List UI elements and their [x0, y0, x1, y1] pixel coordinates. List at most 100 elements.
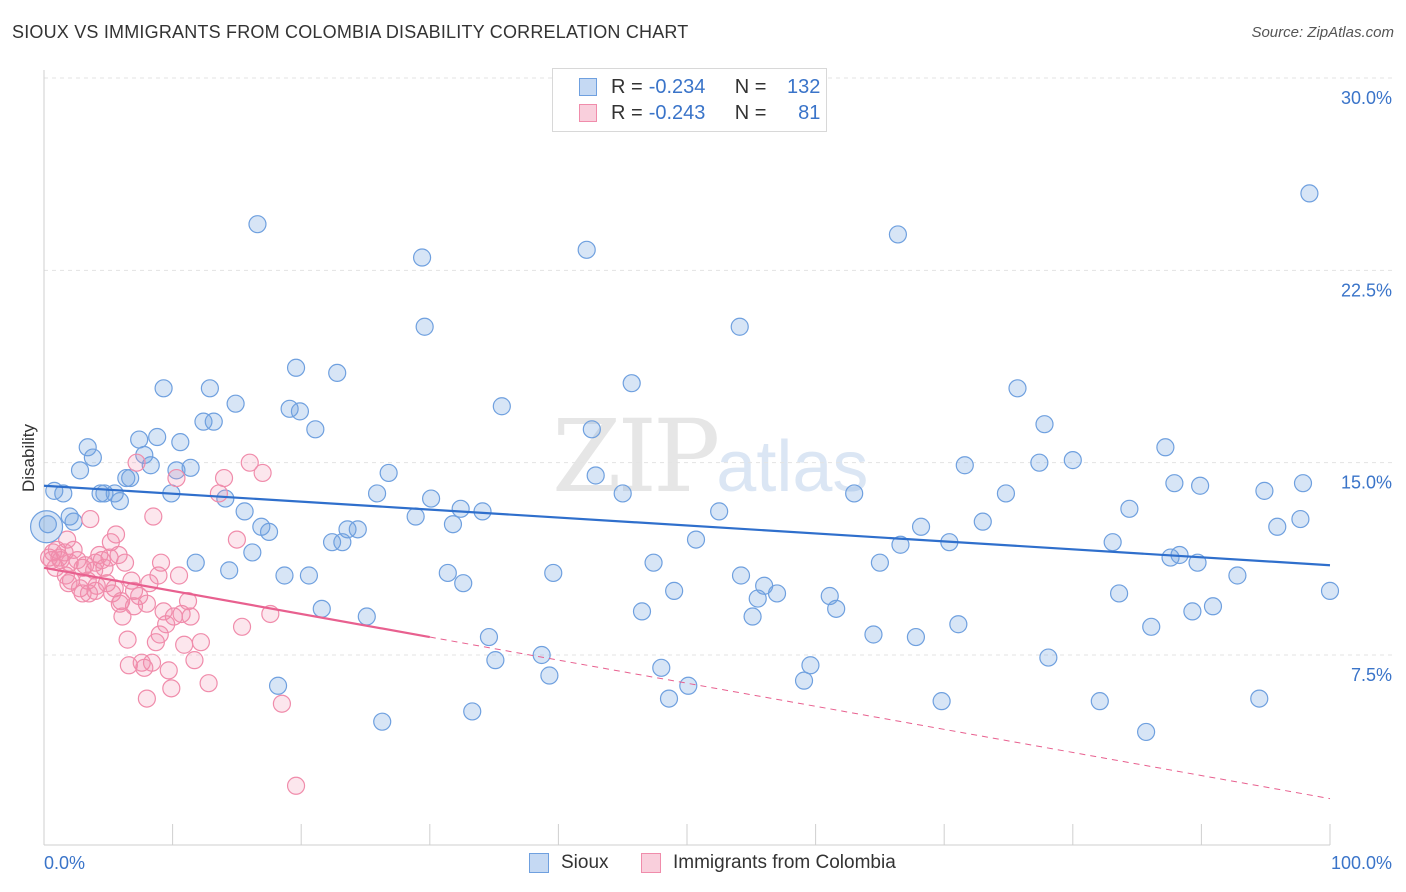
sioux-point [167, 461, 186, 480]
sioux-point [348, 520, 367, 539]
colombia-point [127, 453, 146, 472]
colombia-point [286, 776, 306, 795]
colombia-point [142, 653, 162, 672]
colombia-point [157, 615, 176, 634]
sioux-point [83, 448, 102, 467]
colombia-point [95, 558, 114, 577]
sioux-point [54, 484, 73, 503]
sioux-swatch [579, 78, 597, 96]
y-tick-label: 30.0% [1341, 88, 1392, 108]
sioux-point [632, 602, 652, 621]
sioux-point [1268, 517, 1287, 536]
sioux-point [286, 358, 306, 377]
sioux-point [955, 456, 974, 475]
colombia-point [191, 633, 210, 652]
sioux-point [220, 561, 239, 580]
n-label: N = [734, 101, 767, 124]
sioux-point [454, 574, 473, 593]
n-value: 132 [787, 75, 821, 98]
bottom-legend-sioux: Sioux [529, 852, 609, 874]
colombia-point [185, 651, 204, 670]
sioux-point [70, 461, 90, 480]
colombia-point [113, 607, 132, 626]
sioux-point [801, 656, 820, 675]
colombia-point [73, 584, 92, 603]
sioux-point [486, 651, 505, 670]
sioux-point [141, 456, 160, 475]
colombia-point [240, 453, 259, 472]
sioux-point [679, 676, 698, 695]
sioux-point [280, 399, 299, 418]
sioux-point [1291, 509, 1310, 529]
y-tick-label: 7.5% [1351, 665, 1392, 685]
watermark: ZIPatlas [552, 398, 868, 515]
sioux-point [338, 520, 357, 539]
sioux-point [1063, 451, 1082, 470]
sioux-point [1183, 602, 1202, 621]
sioux-point [275, 566, 294, 585]
sioux-point [686, 530, 706, 549]
sioux-point [767, 584, 787, 603]
sioux-point [845, 484, 864, 503]
sioux-point [312, 599, 331, 618]
sioux-point [613, 484, 632, 503]
sioux-point [328, 363, 347, 383]
sioux-point [200, 379, 219, 398]
sioux-point [243, 543, 262, 562]
colombia-point [159, 661, 178, 680]
sioux-point [731, 566, 751, 585]
sioux-point [463, 702, 482, 721]
sioux-point [665, 581, 684, 600]
sioux-point [135, 445, 154, 465]
r-value: -0.243 [648, 101, 706, 124]
legend-row-colombia: R = -0.243 N = 81 [579, 100, 820, 126]
sioux-point [1300, 184, 1319, 203]
sioux-point [1293, 474, 1313, 493]
stats-legend: R = -0.234 N = 132 R = -0.243 N = 81 [552, 68, 827, 132]
sioux-point [379, 463, 398, 483]
x-tick-label: 0.0% [44, 853, 85, 873]
sioux-swatch [529, 853, 549, 873]
sioux-point [659, 689, 679, 708]
sioux-point [911, 517, 931, 536]
sioux-point [226, 394, 245, 413]
sioux-point [1120, 499, 1139, 518]
r-label: R = [611, 75, 643, 98]
n-label: N = [734, 75, 767, 98]
sioux-point [794, 671, 814, 690]
colombia-point [60, 553, 79, 572]
sioux-point [827, 599, 846, 618]
sioux-point [540, 666, 559, 685]
sioux-point [1039, 648, 1058, 667]
sioux-point [171, 433, 190, 452]
colombia-point [175, 635, 194, 654]
colombia-point [42, 551, 61, 570]
colombia-point [59, 574, 78, 593]
sioux-trend-line [43, 484, 1331, 567]
colombia-point [124, 597, 144, 616]
sioux-point [1188, 553, 1207, 572]
sioux-point [1250, 689, 1269, 708]
colombia-point [169, 566, 189, 585]
sioux-point [290, 402, 310, 421]
sioux-point [204, 412, 223, 431]
colombia-point [272, 694, 292, 713]
y-axis-title: Disability [19, 423, 38, 492]
sioux-point [932, 692, 951, 711]
sioux-point [864, 625, 883, 644]
sioux-point [130, 430, 149, 449]
sioux-point [373, 712, 392, 731]
x-tick-label: 100.0% [1331, 853, 1392, 873]
sioux-point [268, 676, 288, 695]
colombia-point [144, 507, 163, 526]
colombia-point [76, 556, 95, 575]
colombia-trend-extension [429, 636, 1331, 800]
colombia-point [227, 530, 246, 549]
sioux-point [743, 607, 762, 626]
colombia-point [101, 533, 120, 552]
y-tick-label: 22.5% [1341, 280, 1392, 300]
sioux-point [154, 379, 173, 398]
sioux-point [652, 658, 671, 677]
colombia-point [124, 581, 144, 600]
